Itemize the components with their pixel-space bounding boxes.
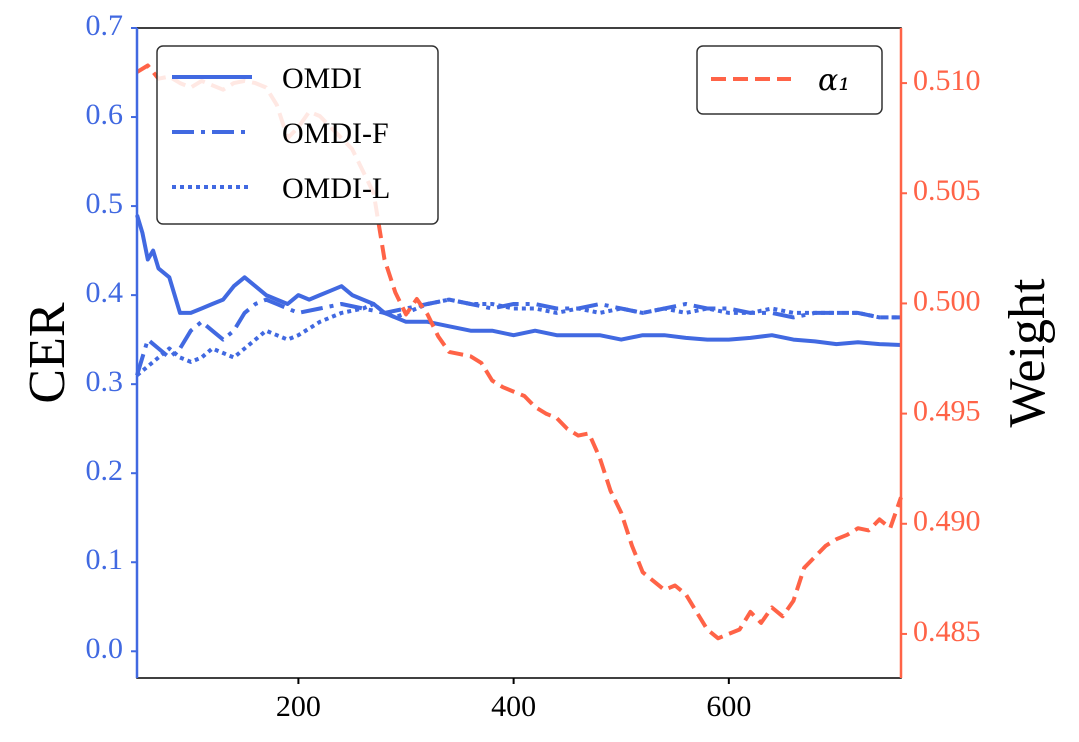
legend-alpha-label: α₁	[818, 63, 850, 98]
left-axis-ticks: 0.0 0.1 0.2 0.3 0.4 0.5 0.6 0.7	[86, 9, 137, 665]
y-left-tick-label: 0.7	[86, 9, 124, 42]
y-axis-left-title: CER	[19, 302, 76, 403]
y-axis-right-title: Weight	[999, 278, 1056, 427]
x-axis-ticks: 200 400 600	[276, 678, 751, 723]
x-tick-label: 200	[276, 690, 321, 723]
x-tick-label: 600	[706, 690, 751, 723]
legend-omdi-f-label: OMDI-F	[282, 117, 389, 150]
legend-left: OMDI OMDI-F OMDI-L	[156, 45, 439, 225]
y-left-tick-label: 0.3	[86, 365, 124, 398]
y-right-tick-label: 0.510	[913, 64, 981, 97]
y-right-tick-label: 0.500	[913, 284, 981, 317]
y-left-tick-label: 0.5	[86, 187, 124, 220]
y-left-tick-label: 0.2	[86, 454, 124, 487]
y-left-tick-label: 0.4	[86, 276, 124, 309]
y-left-tick-label: 0.6	[86, 98, 124, 131]
legend-right: α₁	[696, 45, 883, 115]
legend-omdi-l-label: OMDI-L	[282, 172, 390, 205]
series-line-0	[135, 214, 902, 347]
right-axis-ticks: 0.485 0.490 0.495 0.500 0.505 0.510	[901, 64, 981, 648]
y-right-tick-label: 0.485	[913, 615, 981, 648]
x-tick-label: 400	[491, 690, 536, 723]
y-right-tick-label: 0.505	[913, 174, 981, 207]
series-line-2	[135, 297, 901, 377]
y-right-tick-label: 0.495	[913, 394, 981, 427]
legend-omdi-label: OMDI	[282, 62, 362, 95]
y-left-tick-label: 0.1	[86, 543, 124, 576]
legend-left-box	[156, 45, 439, 225]
y-left-tick-label: 0.0	[86, 632, 124, 665]
y-right-tick-label: 0.490	[913, 505, 981, 538]
